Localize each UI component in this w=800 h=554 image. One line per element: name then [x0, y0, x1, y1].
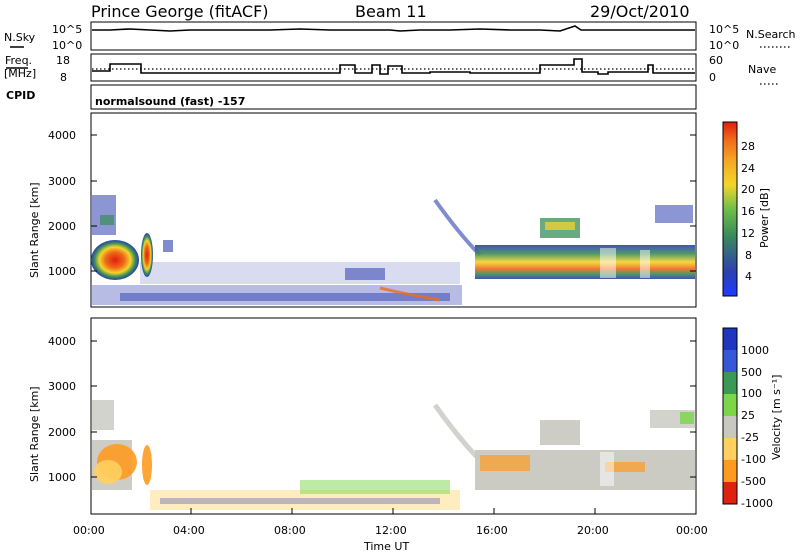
nsky-tick-top: 10^5: [52, 23, 82, 36]
nsearch-label: N.Search: [746, 28, 796, 41]
velocity-ytick: 4000: [48, 335, 76, 348]
power-cbar-tick: 12: [741, 227, 755, 240]
velocity-cbar-tick: 500: [741, 366, 762, 379]
power-yaxis: 4000 3000 2000 1000 Slant Range [km]: [28, 129, 696, 278]
power-ytick: 2000: [48, 220, 76, 233]
velocity-panel: [90, 317, 697, 515]
power-cbar-label: Power [dB]: [758, 188, 771, 248]
freq-label-line1: Freq.: [5, 54, 32, 67]
power-late-band-gap: [600, 248, 616, 278]
freq-tick-top: 18: [56, 54, 70, 67]
velocity-ytick: 2000: [48, 426, 76, 439]
nsky-label: N.Sky: [4, 31, 36, 44]
xtick: 20:00: [577, 524, 609, 537]
velocity-low-band: [150, 490, 460, 510]
power-colorbar-fill: [722, 121, 738, 297]
velocity-colorbar: 1000 500 100 25 -25 -100 -500 -1000 Velo…: [722, 327, 783, 510]
power-low-band-2: [120, 293, 450, 301]
velocity-late-orange: [480, 455, 530, 471]
power-mid-scatter: [140, 262, 460, 284]
velocity-cbar-label: Velocity [m s⁻¹]: [770, 375, 783, 460]
nave-tick-top: 60: [709, 54, 723, 67]
xtick: 00:00: [73, 524, 105, 537]
power-mid-scatter-2: [345, 268, 385, 280]
power-cbar-tick: 16: [741, 205, 755, 218]
velocity-low-band-purple: [160, 498, 440, 504]
velocity-ytick: 1000: [48, 471, 76, 484]
velocity-early-upper: [92, 400, 114, 430]
velocity-late-upper: [540, 420, 580, 445]
power-cbar-tick: 24: [741, 162, 755, 175]
velocity-low-band-green: [300, 480, 450, 494]
velocity-late-orange-2: [605, 462, 645, 472]
velocity-cbar-tick: -100: [741, 453, 766, 466]
freq-label-line2: [MHz]: [4, 67, 36, 80]
date-title: 29/Oct/2010: [590, 2, 690, 21]
power-noon-streak: [379, 286, 441, 302]
velocity-early-yellow: [94, 460, 122, 484]
freq-strip-frame: [90, 53, 697, 82]
xaxis-label: Time UT: [363, 540, 409, 553]
nave-tick-bottom: 0: [709, 71, 716, 84]
power-echo-blob-early-2: [141, 233, 153, 277]
nsearch-tick-top: 10^5: [709, 23, 739, 36]
freq-trace: [92, 58, 695, 75]
freq-tick-bottom: 8: [60, 71, 67, 84]
velocity-cbar-tick: 1000: [741, 344, 769, 357]
power-ytick: 4000: [48, 129, 76, 142]
velocity-late-gap: [600, 452, 614, 486]
velocity-cbar-tick: -1000: [741, 497, 773, 510]
beam-title: Beam 11: [355, 2, 427, 21]
nsearch-tick-bottom: 10^0: [709, 39, 739, 52]
time-xaxis: 00:00 04:00 08:00 12:00 16:00 20:00 00:0…: [73, 508, 708, 553]
cpid-text: normalsound (fast) -157: [95, 95, 245, 108]
velocity-ylabel: Slant Range [km]: [28, 386, 41, 482]
velocity-late-green: [680, 412, 694, 424]
power-echo-upper-early-2: [100, 215, 114, 225]
velocity-cbar-tick: 25: [741, 409, 755, 422]
power-echo-blob-early: [91, 240, 139, 280]
velocity-early-red: [142, 445, 152, 485]
power-ytick: 3000: [48, 175, 76, 188]
power-cbar-tick: 4: [745, 270, 752, 283]
power-feature-04: [163, 240, 173, 252]
nsky-tick-bottom: 10^0: [52, 39, 82, 52]
power-ytick: 1000: [48, 265, 76, 278]
nsky-trace: [92, 25, 695, 32]
power-ylabel: Slant Range [km]: [28, 182, 41, 278]
cpid-frame: [90, 84, 697, 110]
power-panel: [90, 112, 697, 308]
xtick: 00:00: [676, 524, 708, 537]
power-late-band-upper-3: [545, 222, 575, 230]
power-cbar-tick: 20: [741, 183, 755, 196]
velocity-cbar-tick: -500: [741, 475, 766, 488]
station-title: Prince George (fitACF): [91, 2, 269, 21]
power-cbar-tick: 28: [741, 140, 755, 153]
xtick: 16:00: [476, 524, 508, 537]
xtick: 04:00: [173, 524, 205, 537]
cpid-label: CPID: [6, 89, 35, 102]
power-cbar-tick: 8: [745, 249, 752, 262]
velocity-cbar-tick: 100: [741, 387, 762, 400]
velocity-colorbar-frame: [722, 327, 738, 505]
velocity-ytick: 3000: [48, 380, 76, 393]
velocity-yaxis: 4000 3000 2000 1000 Slant Range [km]: [28, 335, 696, 484]
nave-label: Nave: [748, 63, 776, 76]
power-late-band-upper-2: [655, 205, 693, 223]
xtick: 08:00: [274, 524, 306, 537]
power-late-band-gap-2: [640, 250, 650, 278]
power-late-band: [475, 245, 695, 279]
xtick: 12:00: [375, 524, 407, 537]
power-colorbar: 28 24 20 16 12 8 4 Power [dB]: [722, 121, 771, 297]
velocity-cbar-tick: -25: [741, 431, 759, 444]
noise-strip-frame: [90, 21, 697, 51]
